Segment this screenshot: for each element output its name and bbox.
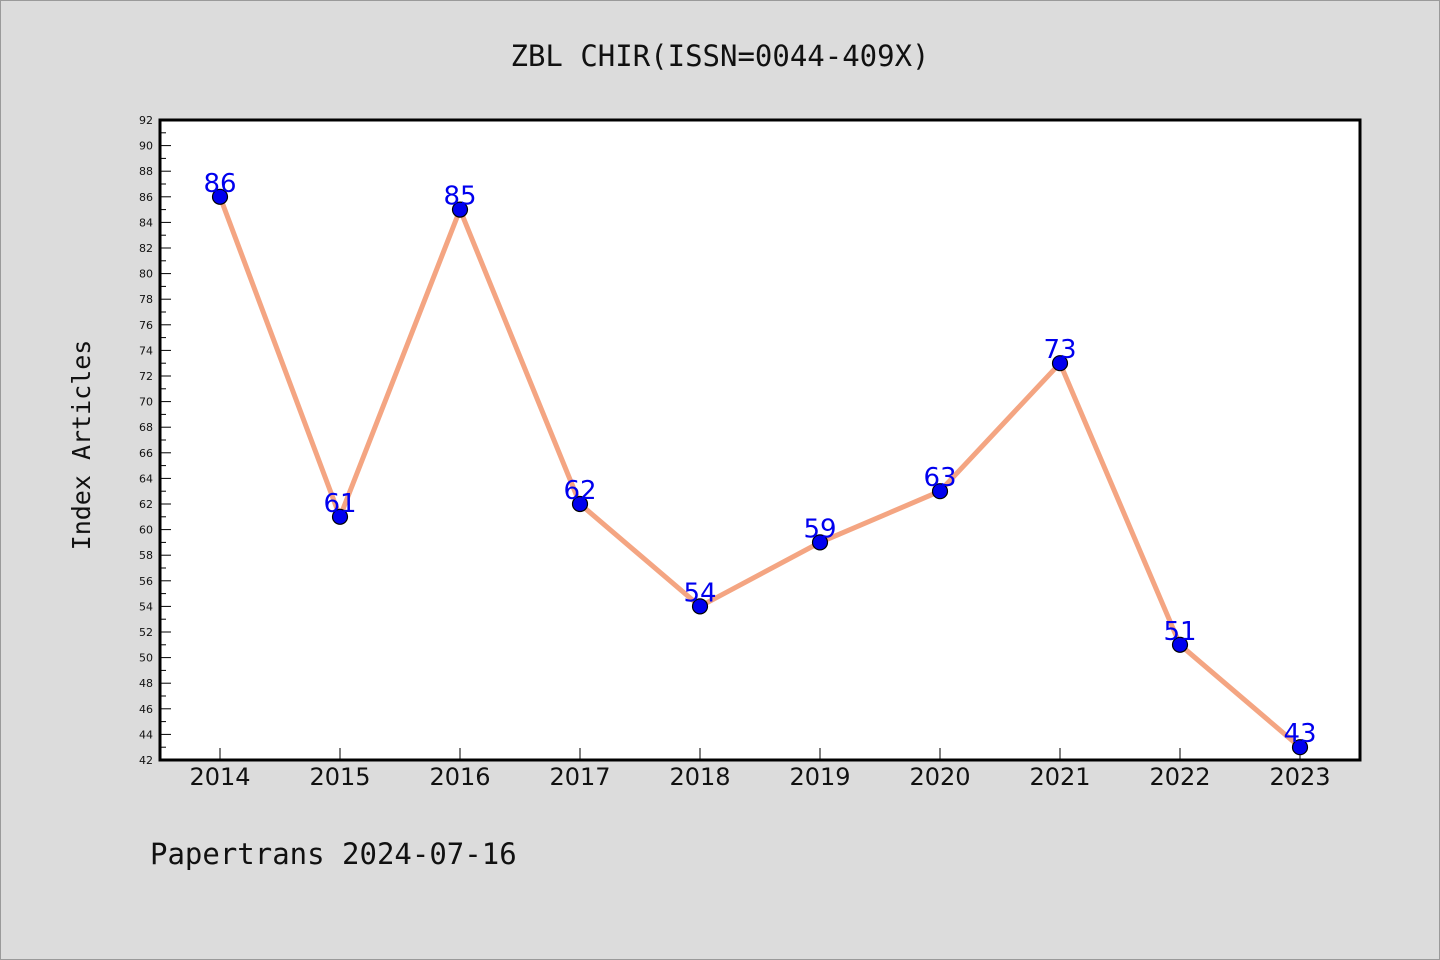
- y-tick-label: 50: [139, 652, 153, 665]
- x-tick-label: 2015: [309, 763, 370, 791]
- y-tick-label: 90: [139, 140, 153, 153]
- y-tick-label: 86: [139, 191, 153, 204]
- x-tick-label: 2014: [189, 763, 250, 791]
- series-layer: 86 61 85 62 54 59 63 73 51 43: [203, 169, 1317, 756]
- data-point: [691, 598, 709, 615]
- data-label: 61: [323, 489, 356, 519]
- y-tick-label: 44: [139, 728, 153, 741]
- y-tick-label: 80: [139, 268, 153, 281]
- data-label: 62: [563, 476, 596, 506]
- data-label: 51: [1163, 617, 1196, 647]
- x-tick-label: 2022: [1149, 763, 1210, 791]
- data-label: 85: [443, 182, 476, 212]
- y-tick-label: 68: [139, 421, 153, 434]
- data-label: 63: [923, 463, 956, 493]
- x-tick-label: 2023: [1269, 763, 1330, 791]
- series-line: [217, 195, 1302, 750]
- y-tick-label: 60: [139, 524, 153, 537]
- chart-title: ZBL CHIR(ISSN=0044-409X): [510, 39, 929, 73]
- data-point: [211, 188, 229, 205]
- y-tick-label: 70: [139, 396, 153, 409]
- y-tick-label: 78: [139, 293, 153, 306]
- data-label: 73: [1043, 335, 1076, 365]
- x-tick-label: 2016: [429, 763, 490, 791]
- x-tick-label: 2021: [1029, 763, 1090, 791]
- y-tick-label: 52: [139, 626, 153, 639]
- plot-frame: [158, 118, 1362, 762]
- y-tick-label: 48: [139, 677, 153, 690]
- y-tick-label: 56: [139, 575, 153, 588]
- data-point: [451, 201, 469, 218]
- data-point: [1051, 355, 1069, 372]
- x-tick-label: 2018: [669, 763, 730, 791]
- y-tick-label: 76: [139, 319, 153, 332]
- y-tick-label: 88: [139, 165, 153, 178]
- y-tick-label: 74: [139, 344, 153, 357]
- data-label: 59: [803, 514, 836, 544]
- plot-area: [160, 120, 1360, 760]
- y-tick-label: 54: [139, 600, 153, 613]
- data-point: [931, 483, 949, 500]
- y-tick-label: 58: [139, 549, 153, 562]
- data-point: [1291, 739, 1309, 756]
- data-point: [811, 534, 829, 551]
- y-tick-label: 82: [139, 242, 153, 255]
- x-axis-ticks: 2014 2015 2016 2017 2018 2019 2020 2021 2022 2023: [189, 748, 1331, 791]
- x-tick-label: 2017: [549, 763, 610, 791]
- data-point: [1171, 636, 1189, 653]
- y-axis-ticks: 42 44 46 48 50 52 54 56 58 60 62 64 66 68 70 72 74 76 78 80…: [139, 114, 171, 767]
- data-point: [331, 508, 349, 525]
- y-tick-label: 92: [139, 114, 153, 127]
- y-tick-label: 64: [139, 472, 153, 485]
- data-label: 54: [683, 578, 716, 608]
- y-tick-label: 72: [139, 370, 153, 383]
- data-label: 43: [1283, 719, 1316, 749]
- y-tick-label: 46: [139, 703, 153, 716]
- data-point: [571, 495, 589, 513]
- data-label: 86: [203, 169, 236, 199]
- y-tick-label: 66: [139, 447, 153, 460]
- y-tick-label: 42: [139, 754, 153, 767]
- x-tick-label: 2019: [789, 763, 850, 791]
- x-tick-label: 2020: [909, 763, 970, 791]
- y-tick-label: 84: [139, 216, 153, 229]
- y-axis-label: Index Articles: [67, 340, 96, 551]
- chart-footer: Papertrans 2024-07-16: [150, 837, 517, 871]
- y-tick-label: 62: [139, 498, 153, 511]
